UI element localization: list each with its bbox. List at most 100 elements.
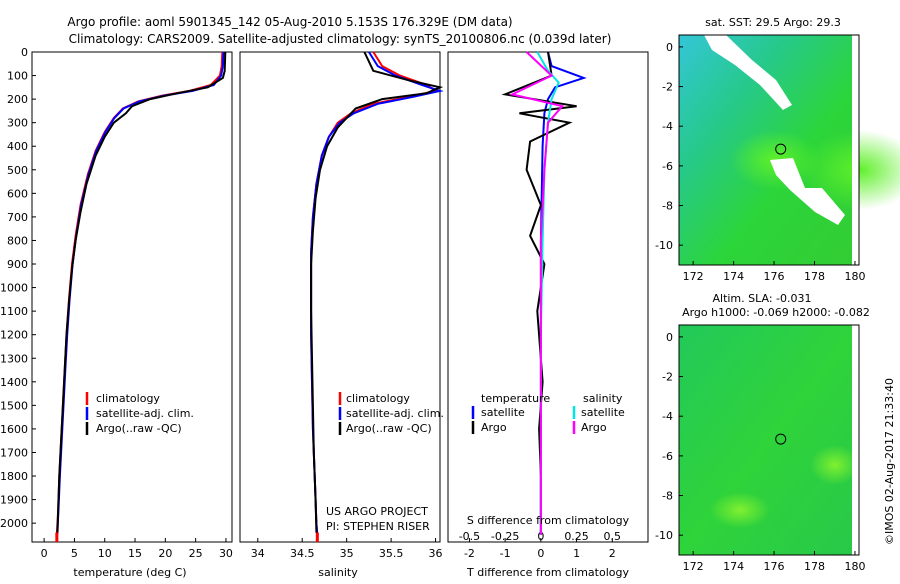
map-x-tick-label: 172 [683,270,704,283]
map-x-tick-label: 178 [804,560,825,573]
legend-label-t-argo: Argo [481,421,507,434]
map-x-tick-label: 172 [683,560,704,573]
map-y-tick-label: -6 [662,160,673,173]
depth-axis: 0 100 200 300 400 500 600 700 800 900 1000 1100 1200… [0,46,36,530]
t-difference-label: T difference from climatology [466,566,629,579]
legend-title-salinity: salinity [583,392,623,405]
sla-field [679,325,859,555]
sla-map-title-1: Altim. SLA: -0.031 [712,292,811,305]
temperature-xlabel: temperature (deg C) [73,566,186,579]
x-tick-label: 35 [340,547,354,560]
legend-label-argo: Argo(..raw -QC) [96,422,182,435]
y-tick-label: 1300 [0,352,28,365]
map-x-tick-label: 174 [723,560,744,573]
y-tick-label: 300 [7,117,28,130]
map-x-tick-label: 178 [804,270,825,283]
x-tick-label: 0 [41,547,48,560]
difference-panel: -2 -1 0 1 2 -0.5 -0.25 0 0.25 0.5 S difference fr… [447,51,649,579]
difference-lines [501,51,587,535]
y-tick-label: 200 [7,93,28,106]
y-tick-label: 600 [7,187,28,200]
bottom-climatology-marker [315,532,319,542]
project-credit: US ARGO PROJECT [326,505,428,518]
sla-map-panel: Altim. SLA: -0.031 Argo h1000: -0.069 h2… [655,292,870,573]
s-difference-label: S difference from climatology [467,514,630,527]
map-y-tick-label: -2 [662,81,673,94]
sst-warm-patch [800,130,900,210]
x-tick-label: 30 [219,547,233,560]
map-y-tick-label: -4 [662,120,673,133]
s-tick-label: 0 [537,530,544,543]
y-tick-label: 1000 [0,282,28,295]
legend-label-s-argo: Argo [581,421,607,434]
temperature-legend: climatology satellite-adj. clim. Argo(..… [85,392,194,435]
y-tick-label: 1200 [0,329,28,342]
temperature-panel: 0100200300400500600700800900100011001200… [0,46,233,579]
legend-label-argo: Argo(..raw -QC) [346,422,432,435]
s-tick-label: -0.25 [491,530,519,543]
y-tick-label: 1700 [0,446,28,459]
sst-map-x-axis: 172 174 176 178 180 [683,261,865,283]
map-x-tick-label: 180 [844,270,865,283]
y-tick-label: 900 [7,258,28,271]
series-line-argo-raw-qc- [310,51,444,533]
map-y-tick-label: -8 [662,200,673,213]
map-y-tick-label: -10 [655,529,673,542]
s-tick-label: 0.25 [564,530,589,543]
x-tick-label: 0 [537,547,544,560]
map-x-tick-label: 174 [723,270,744,283]
x-tick-label: -1 [500,547,511,560]
sst-map-panel: sat. SST: 29.5 Argo: 29.3 172 174 176 178 18… [655,16,900,283]
legend-label-climatology: climatology [96,392,160,405]
legend-title-temperature: temperature [481,392,550,405]
sla-map-title-2: Argo h1000: -0.069 h2000: -0.082 [682,306,870,319]
sst-map-edge [852,35,859,265]
y-tick-label: 1400 [0,376,28,389]
temperature-lines [55,51,227,542]
argo-float-marker [775,143,787,155]
sla-map-y-axis: 0 -2 -4 -6 -8 -10 [655,331,683,542]
map-y-tick-label: -2 [662,371,673,384]
y-tick-label: 1500 [0,399,28,412]
map-x-tick-label: 176 [764,270,785,283]
y-tick-label: 1600 [0,423,28,436]
map-y-tick-label: -8 [662,490,673,503]
salinity-xlabel: salinity [318,566,358,579]
sla-high-patch [810,445,860,485]
legend-label-satellite: satellite-adj. clim. [346,407,444,420]
temperature-plot-frame [31,51,233,543]
sla-map-frame [678,324,860,556]
bottom-climatology-marker [55,532,59,542]
x-tick-label: 34 [251,547,265,560]
series-line-argo-raw-qc- [56,51,227,533]
difference-legend: temperature satellite Argo salinity sate… [471,392,625,434]
temperature-x-axis: 0 5 10 15 20 25 30 [41,538,233,560]
x-tick-label: 25 [189,547,203,560]
salinity-x-axis: 34 34.5 35 35.5 36 [251,538,443,560]
legend-label-t-satellite: satellite [481,406,525,419]
y-tick-label: 500 [7,164,28,177]
y-tick-label: 0 [21,46,28,59]
title-line-1: Argo profile: aoml 5901345_142 05-Aug-20… [67,15,512,29]
x-tick-label: 36 [429,547,443,560]
salinity-legend: climatology satellite-adj. clim. Argo(..… [338,392,444,435]
map-y-tick-label: -4 [662,410,673,423]
x-tick-label: -2 [464,547,475,560]
y-tick-label: 100 [7,70,28,83]
sst-map-y-axis: 0 -2 -4 -6 -8 -10 [655,41,683,252]
pi-credit: PI: STEPHEN RISER [326,520,430,533]
legend-label-satellite: satellite-adj. clim. [96,407,194,420]
sla-map-x-axis: 172 174 176 178 180 [683,551,865,573]
map-y-tick-label: 0 [666,331,673,344]
map-x-tick-label: 176 [764,560,785,573]
s-tick-label: 0.5 [604,530,622,543]
map-y-tick-label: -10 [655,239,673,252]
difference-x-axis: -2 -1 0 1 2 -0.5 -0.25 0 0.25 0.5 [459,530,621,560]
x-tick-label: 20 [158,547,172,560]
y-tick-label: 700 [7,211,28,224]
title-line-2: Climatology: CARS2009. Satellite-adjuste… [69,32,612,46]
y-tick-label: 1100 [0,305,28,318]
sst-cloud-mask [704,35,792,110]
x-tick-label: 15 [128,547,142,560]
